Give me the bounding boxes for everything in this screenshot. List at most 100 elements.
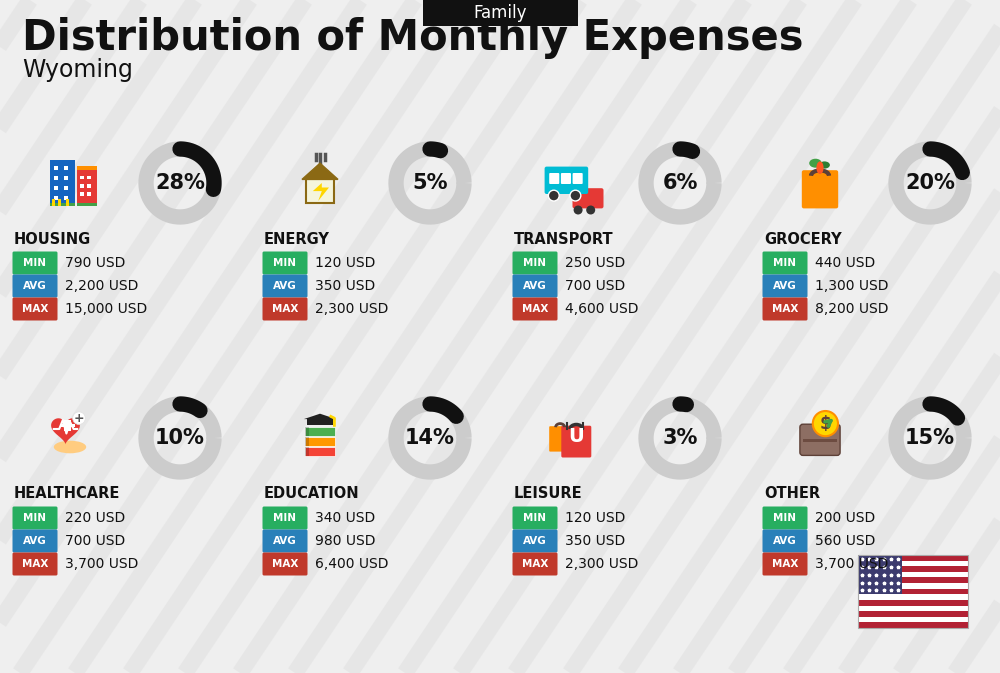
- FancyBboxPatch shape: [422, 0, 578, 26]
- FancyBboxPatch shape: [512, 297, 558, 320]
- Text: 2,200 USD: 2,200 USD: [65, 279, 138, 293]
- FancyBboxPatch shape: [80, 184, 84, 188]
- FancyBboxPatch shape: [262, 530, 308, 553]
- FancyBboxPatch shape: [262, 297, 308, 320]
- FancyBboxPatch shape: [307, 419, 333, 425]
- Text: 3,700 USD: 3,700 USD: [65, 557, 138, 571]
- FancyBboxPatch shape: [858, 594, 968, 600]
- Text: 28%: 28%: [155, 173, 205, 193]
- Text: 15,000 USD: 15,000 USD: [65, 302, 147, 316]
- FancyBboxPatch shape: [64, 186, 68, 190]
- Text: 120 USD: 120 USD: [565, 511, 625, 525]
- Text: AVG: AVG: [773, 281, 797, 291]
- Text: AVG: AVG: [523, 281, 547, 291]
- FancyBboxPatch shape: [858, 589, 968, 594]
- Text: MIN: MIN: [274, 258, 296, 268]
- FancyBboxPatch shape: [858, 577, 968, 583]
- FancyBboxPatch shape: [64, 196, 68, 200]
- Text: 340 USD: 340 USD: [315, 511, 375, 525]
- Text: LEISURE: LEISURE: [514, 487, 583, 501]
- Text: 250 USD: 250 USD: [565, 256, 625, 270]
- Text: 2,300 USD: 2,300 USD: [565, 557, 638, 571]
- Text: OTHER: OTHER: [764, 487, 820, 501]
- Polygon shape: [304, 414, 336, 419]
- Text: 5%: 5%: [412, 173, 448, 193]
- Polygon shape: [51, 419, 80, 444]
- FancyBboxPatch shape: [858, 555, 902, 594]
- Text: MIN: MIN: [524, 513, 546, 523]
- FancyBboxPatch shape: [87, 176, 91, 180]
- FancyBboxPatch shape: [800, 424, 840, 456]
- Text: TRANSPORT: TRANSPORT: [514, 232, 614, 246]
- Text: AVG: AVG: [273, 281, 297, 291]
- FancyBboxPatch shape: [77, 203, 97, 207]
- Circle shape: [813, 411, 838, 436]
- Text: AVG: AVG: [773, 536, 797, 546]
- Text: 2,300 USD: 2,300 USD: [315, 302, 388, 316]
- FancyBboxPatch shape: [77, 170, 97, 203]
- Text: AVG: AVG: [23, 281, 47, 291]
- Text: 350 USD: 350 USD: [315, 279, 375, 293]
- Text: 120 USD: 120 USD: [315, 256, 375, 270]
- FancyBboxPatch shape: [262, 553, 308, 575]
- FancyBboxPatch shape: [305, 447, 309, 456]
- FancyBboxPatch shape: [858, 566, 968, 572]
- Text: MAX: MAX: [522, 304, 548, 314]
- Circle shape: [574, 205, 583, 215]
- FancyBboxPatch shape: [858, 606, 968, 611]
- Text: HEALTHCARE: HEALTHCARE: [14, 487, 120, 501]
- FancyBboxPatch shape: [87, 184, 91, 188]
- FancyBboxPatch shape: [12, 275, 58, 297]
- FancyBboxPatch shape: [561, 426, 591, 458]
- Text: 20%: 20%: [905, 173, 955, 193]
- FancyBboxPatch shape: [64, 176, 68, 180]
- Text: ENERGY: ENERGY: [264, 232, 330, 246]
- FancyBboxPatch shape: [305, 427, 335, 436]
- Text: 6%: 6%: [662, 173, 698, 193]
- FancyBboxPatch shape: [77, 166, 97, 170]
- FancyBboxPatch shape: [858, 555, 968, 561]
- Text: MIN: MIN: [24, 258, 46, 268]
- Text: Family: Family: [473, 4, 527, 22]
- Text: 790 USD: 790 USD: [65, 256, 125, 270]
- FancyBboxPatch shape: [305, 437, 335, 446]
- Text: 560 USD: 560 USD: [815, 534, 875, 548]
- Text: 700 USD: 700 USD: [65, 534, 125, 548]
- Text: AVG: AVG: [23, 536, 47, 546]
- FancyBboxPatch shape: [858, 561, 968, 566]
- Text: Wyoming: Wyoming: [22, 58, 133, 82]
- Polygon shape: [313, 183, 329, 201]
- Text: 440 USD: 440 USD: [815, 256, 875, 270]
- FancyBboxPatch shape: [80, 192, 84, 196]
- FancyBboxPatch shape: [87, 192, 91, 196]
- FancyBboxPatch shape: [561, 173, 571, 184]
- Ellipse shape: [816, 162, 824, 174]
- Text: MIN: MIN: [774, 513, 796, 523]
- FancyBboxPatch shape: [262, 252, 308, 275]
- FancyBboxPatch shape: [545, 167, 588, 194]
- Text: 14%: 14%: [405, 428, 455, 448]
- Text: MAX: MAX: [272, 559, 298, 569]
- Text: 200 USD: 200 USD: [815, 511, 875, 525]
- FancyBboxPatch shape: [763, 530, 808, 553]
- FancyBboxPatch shape: [305, 447, 335, 456]
- Text: MIN: MIN: [774, 258, 796, 268]
- FancyBboxPatch shape: [54, 186, 58, 190]
- FancyBboxPatch shape: [12, 252, 58, 275]
- Text: $: $: [820, 415, 831, 433]
- FancyBboxPatch shape: [52, 199, 55, 207]
- FancyBboxPatch shape: [549, 173, 559, 184]
- FancyBboxPatch shape: [573, 173, 583, 184]
- Text: EDUCATION: EDUCATION: [264, 487, 360, 501]
- Text: U: U: [568, 427, 584, 446]
- Text: 10%: 10%: [155, 428, 205, 448]
- FancyBboxPatch shape: [512, 252, 558, 275]
- FancyBboxPatch shape: [12, 297, 58, 320]
- Text: AVG: AVG: [523, 536, 547, 546]
- FancyBboxPatch shape: [512, 507, 558, 530]
- Text: MIN: MIN: [524, 258, 546, 268]
- Text: 8,200 USD: 8,200 USD: [815, 302, 889, 316]
- Text: MAX: MAX: [22, 559, 48, 569]
- FancyBboxPatch shape: [572, 188, 604, 209]
- Text: Distribution of Monthly Expenses: Distribution of Monthly Expenses: [22, 17, 804, 59]
